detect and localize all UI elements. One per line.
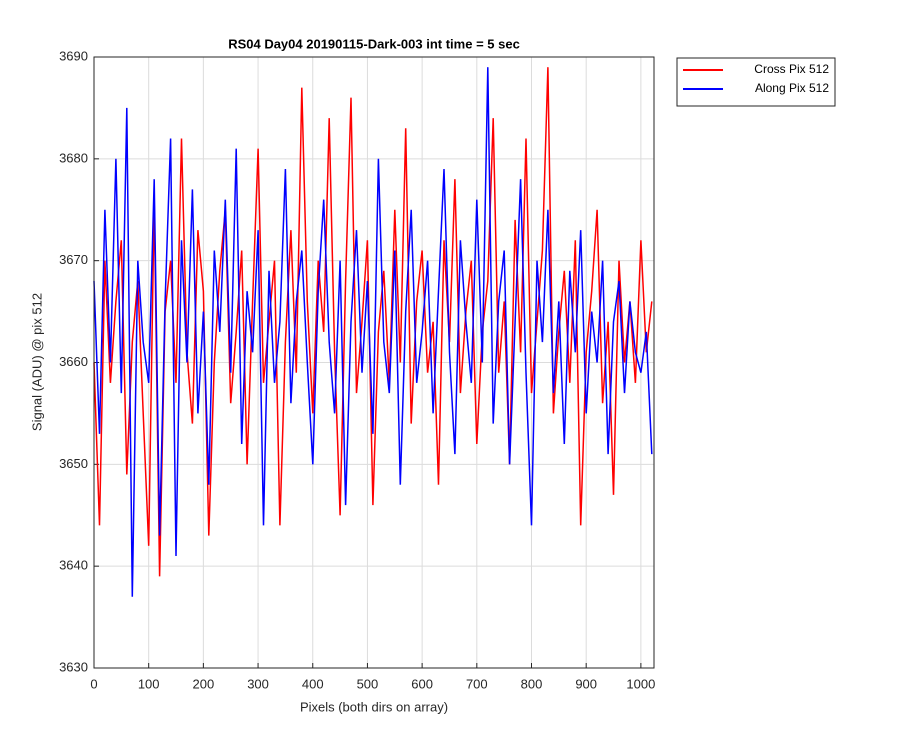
x-tick-label: 900	[575, 676, 597, 691]
y-tick-label: 3640	[59, 558, 88, 573]
x-tick-label: 0	[90, 676, 97, 691]
x-tick-label: 200	[193, 676, 215, 691]
legend-label: Cross Pix 512	[754, 62, 829, 76]
y-tick-label: 3650	[59, 456, 88, 471]
x-tick-label: 500	[357, 676, 379, 691]
x-tick-label: 1000	[626, 676, 655, 691]
y-tick-label: 3680	[59, 150, 88, 165]
x-tick-label: 100	[138, 676, 160, 691]
series-line	[93, 67, 653, 597]
x-axis-label: Pixels (both dirs on array)	[300, 699, 448, 714]
plot-frame	[93, 56, 655, 669]
y-tick-label: 3670	[59, 252, 88, 267]
x-tick-label: 700	[466, 676, 488, 691]
legend-label: Along Pix 512	[755, 81, 829, 95]
legend-box	[676, 57, 836, 107]
x-tick-label: 600	[411, 676, 433, 691]
y-tick-label: 3690	[59, 48, 88, 63]
x-tick-label: 400	[302, 676, 324, 691]
x-tick-label: 300	[247, 676, 269, 691]
y-tick-label: 3630	[59, 659, 88, 674]
y-tick-label: 3660	[59, 354, 88, 369]
x-tick-label: 800	[521, 676, 543, 691]
chart-title: RS04 Day04 20190115-Dark-003 int time = …	[228, 36, 520, 51]
y-axis-label: Signal (ADU) @ pix 512	[29, 293, 44, 431]
